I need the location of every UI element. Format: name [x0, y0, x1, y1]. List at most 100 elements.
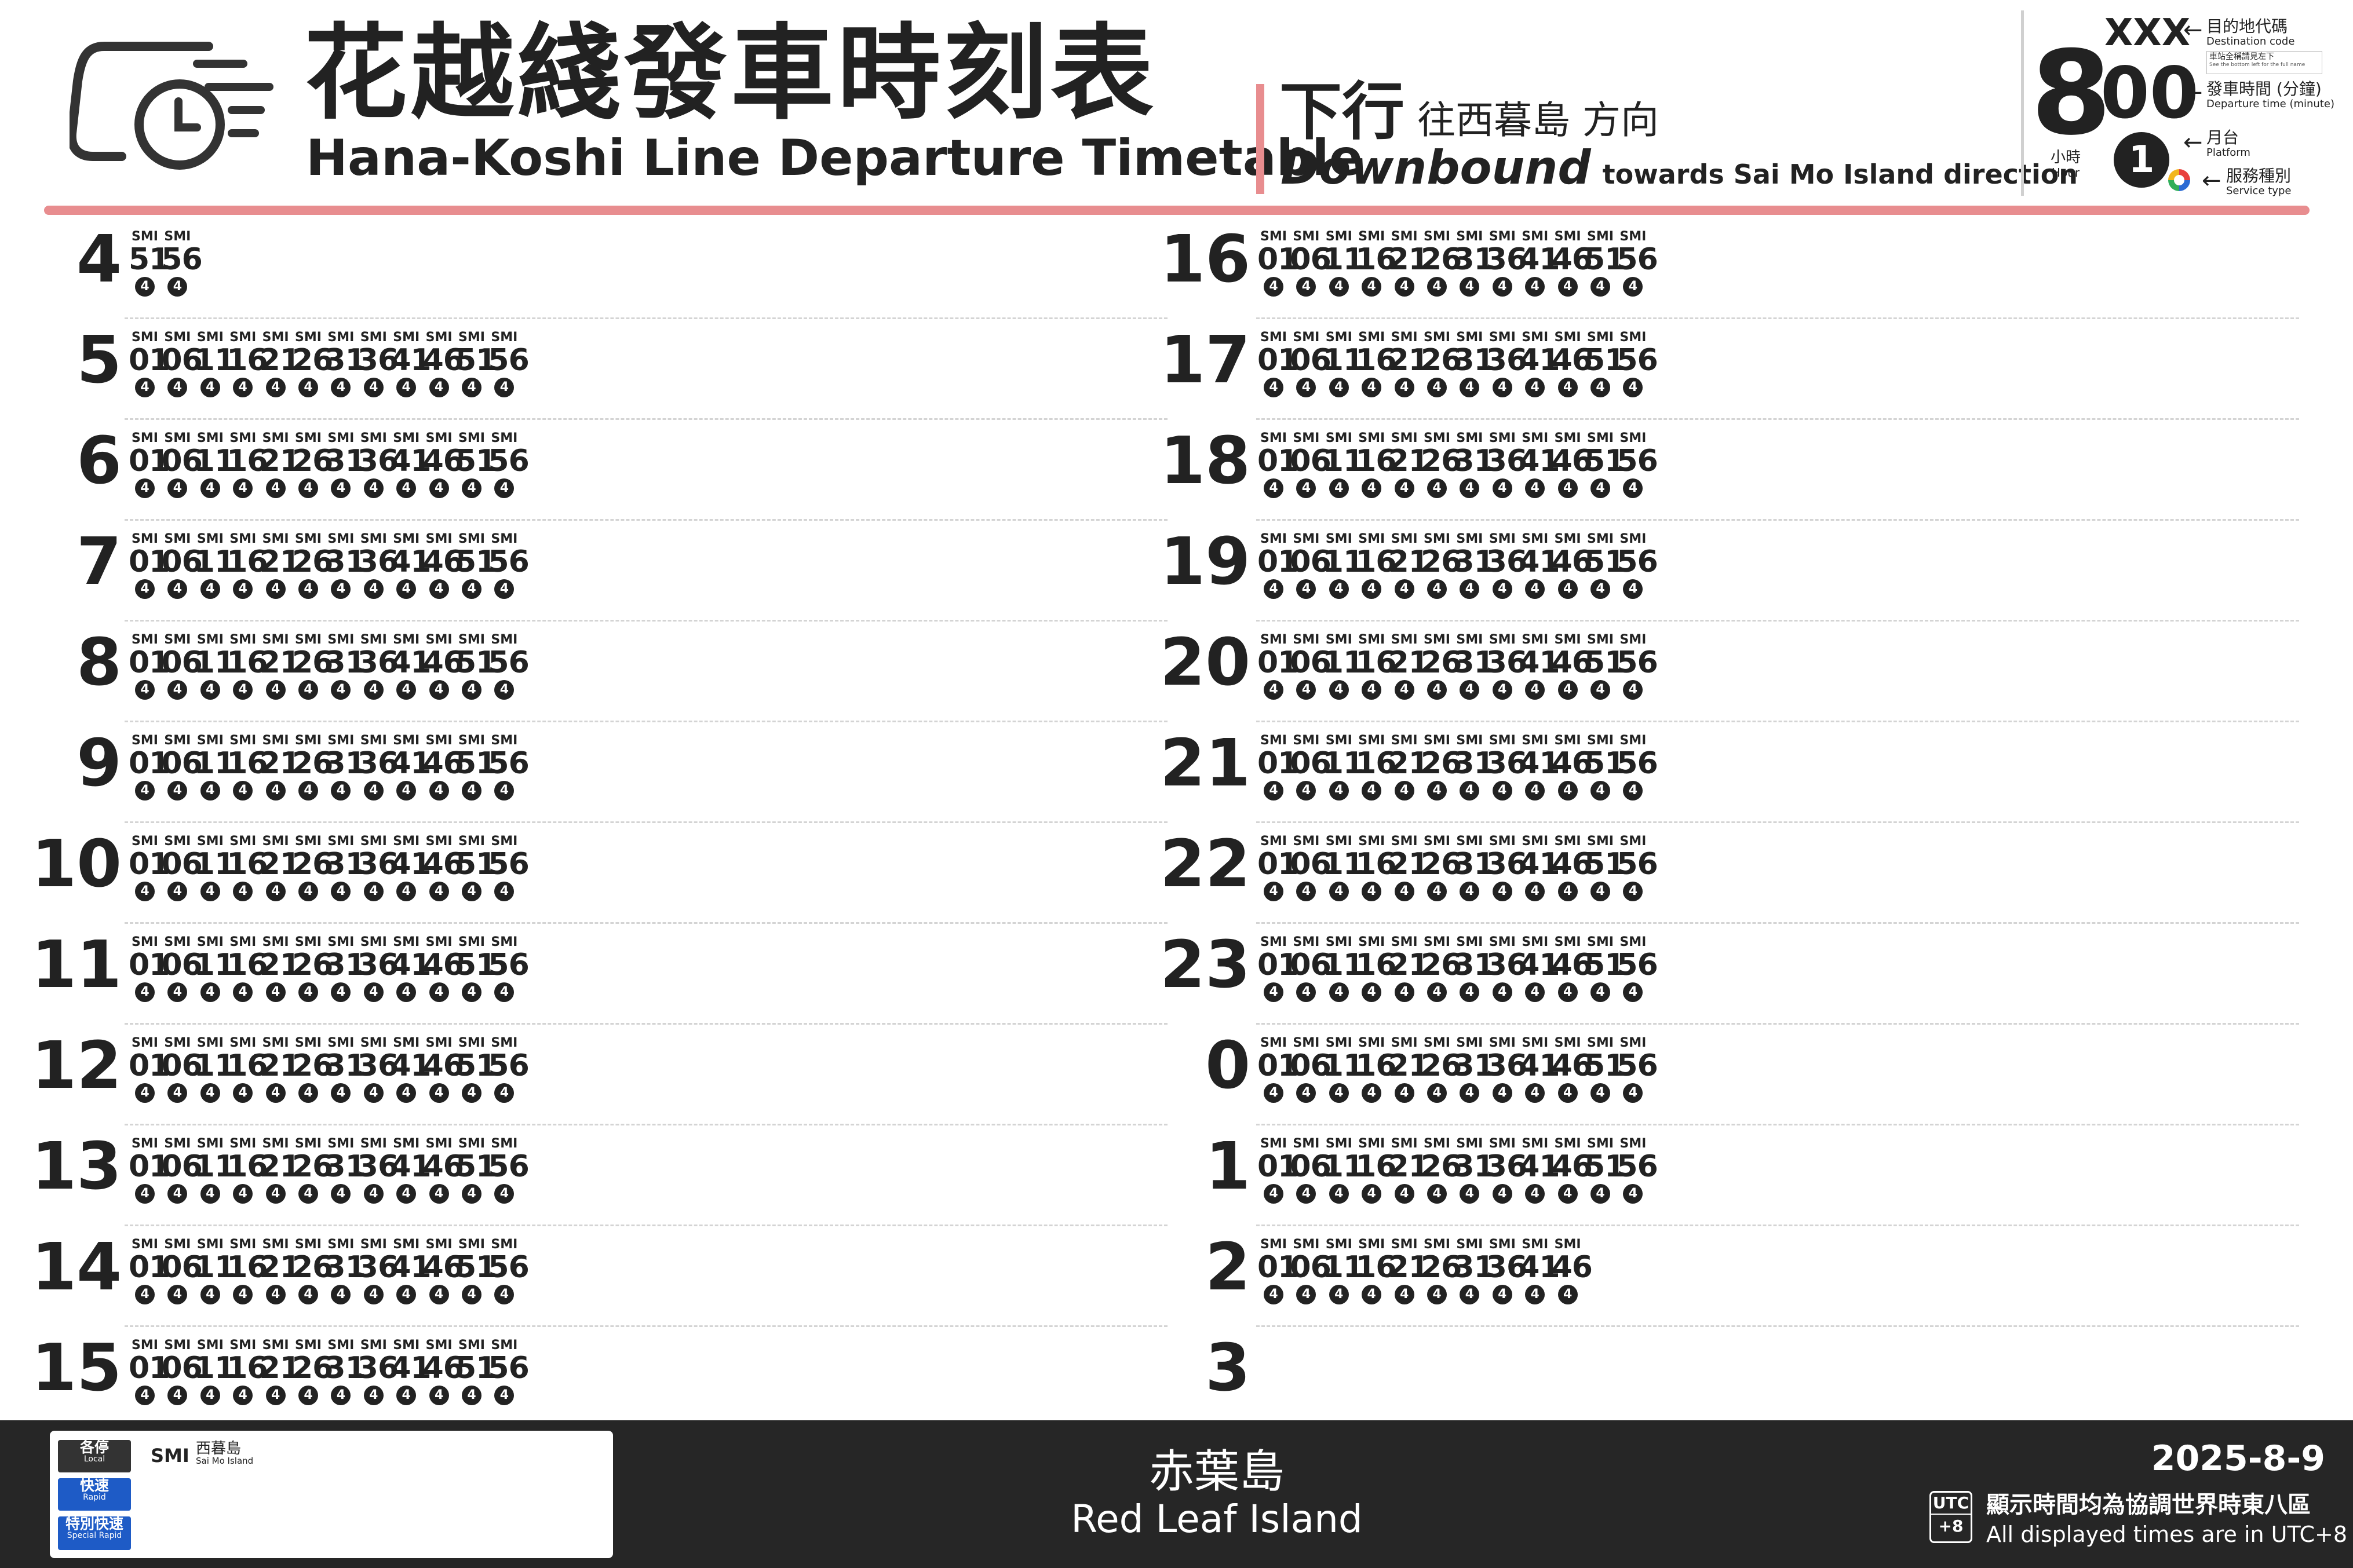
departure-minute: 11: [1323, 748, 1355, 780]
departure: SMI 46 4: [1552, 1235, 1584, 1304]
departure-platform-badge: 4: [1493, 478, 1512, 498]
departure-minute: 06: [1290, 547, 1322, 578]
departure-minute: 11: [1323, 1152, 1355, 1183]
departure: SMI 56 4: [1617, 933, 1649, 1002]
legend-platform-example: 1: [2114, 132, 2169, 188]
departure: SMI 11 4: [1323, 1134, 1355, 1204]
departure-minute: 11: [1323, 849, 1355, 880]
departure-minute: 31: [1453, 244, 1486, 276]
departure: SMI 51 4: [1584, 1033, 1617, 1103]
departure: SMI 46 4: [1552, 933, 1584, 1002]
departure-minute: 21: [1388, 849, 1421, 880]
departure-minute: 41: [1519, 244, 1551, 276]
departure: SMI 21 4: [1388, 1033, 1421, 1103]
departure: SMI 01 4: [1257, 1235, 1290, 1304]
departure: SMI 31 4: [1453, 832, 1486, 901]
direction-destination-en: towards Sai Mo Island direction: [1603, 159, 2078, 190]
departure: SMI 56 4: [1617, 1033, 1649, 1103]
departure: SMI 21 4: [1388, 832, 1421, 901]
legend-hour-example: 8: [2031, 36, 2111, 152]
departure-platform-badge: 4: [1590, 982, 1610, 1002]
departure-platform-badge: 4: [1362, 982, 1381, 1002]
departure: SMI 11 4: [1323, 227, 1355, 297]
departure: SMI 06 4: [1290, 227, 1322, 297]
departure-platform-badge: 4: [1460, 1285, 1479, 1304]
departure: SMI 06 4: [1290, 832, 1322, 901]
departure-platform-badge: 4: [1525, 781, 1545, 801]
departure-minute: 56: [1617, 648, 1649, 679]
departure: SMI 41 4: [1519, 328, 1551, 397]
service-special-rapid-badge: 特別快速 Special Rapid: [58, 1516, 131, 1550]
departure: SMI 21 4: [1388, 227, 1421, 297]
departure: SMI 51 4: [1584, 328, 1617, 397]
departure-minute: 11: [1323, 446, 1355, 477]
departure-platform-badge: 4: [1395, 1184, 1414, 1204]
departure: SMI 16 4: [1355, 429, 1388, 498]
departure-minute: 31: [1453, 849, 1486, 880]
departure-minute: 41: [1519, 1051, 1551, 1082]
header-divider: [44, 206, 2310, 215]
departure-platform-badge: 4: [1264, 277, 1283, 297]
departure: SMI 41 4: [1519, 630, 1551, 700]
departure-minute: 46: [1552, 1051, 1584, 1082]
departure: SMI 31 4: [1453, 1235, 1486, 1304]
legend-hour-label: 小時 Hour: [2045, 149, 2086, 179]
departure: SMI 26 4: [1421, 227, 1453, 297]
departure: SMI 31 4: [1453, 933, 1486, 1002]
departure-minute: 11: [1323, 547, 1355, 578]
departure-platform-badge: 4: [1329, 378, 1349, 397]
departure-minute: 21: [1388, 547, 1421, 578]
departure-minute: 16: [1355, 547, 1388, 578]
departure: SMI 46 4: [1552, 429, 1584, 498]
departure-minute: 51: [1584, 748, 1617, 780]
departure-platform-badge: 4: [1590, 277, 1610, 297]
departure-platform-badge: 4: [1427, 277, 1447, 297]
departure-platform-badge: 4: [1623, 277, 1643, 297]
departure-platform-badge: 4: [1493, 579, 1512, 599]
arrow-left-icon: ←: [2202, 169, 2221, 192]
departure: SMI 01 4: [1257, 832, 1290, 901]
direction-zh: 下行 往西暮島 方向: [1279, 81, 1659, 144]
row-divider: [1256, 317, 2299, 319]
departure-platform-badge: 4: [1264, 579, 1283, 599]
departure: SMI 26 4: [1421, 1134, 1453, 1204]
departure-platform-badge: 4: [1329, 1184, 1349, 1204]
arrow-left-icon: ←: [2183, 19, 2203, 42]
departure-minute: 56: [1617, 748, 1649, 780]
departure: SMI 16 4: [1355, 630, 1388, 700]
departure: SMI 21 4: [1388, 328, 1421, 397]
departure: SMI 26 4: [1421, 328, 1453, 397]
departure-minute: 46: [1552, 244, 1584, 276]
departure-platform-badge: 4: [1296, 982, 1316, 1002]
departure: SMI 21 4: [1388, 630, 1421, 700]
departure-minute: 16: [1355, 849, 1388, 880]
departure: SMI 46 4: [1552, 227, 1584, 297]
service-rapid-en: Rapid: [58, 1493, 131, 1502]
departure: SMI 06 4: [1290, 630, 1322, 700]
departure-minute: 16: [1355, 244, 1388, 276]
departure-minute: 31: [1453, 446, 1486, 477]
departure-platform-badge: 4: [1329, 680, 1349, 700]
hour-row: 17 SMI 01 4 SMI 06 4 SMI 11 4 SMI 16 4 SMI 21 4 SMI 26 4 SM…: [0, 328, 2353, 429]
hour-row: 23 SMI 01 4 SMI 06 4 SMI 11 4 SMI 16 4 SMI 21 4 SMI 26 4 SM…: [0, 933, 2353, 1033]
departure-minute: 26: [1421, 446, 1453, 477]
departure-platform-badge: 4: [1558, 1083, 1578, 1103]
departure-platform-badge: 4: [1296, 277, 1316, 297]
departure-platform-badge: 4: [1590, 781, 1610, 801]
departure-platform-badge: 4: [1395, 1083, 1414, 1103]
departure-minute: 36: [1486, 547, 1519, 578]
departure-platform-badge: 4: [1590, 1083, 1610, 1103]
departure: SMI 26 4: [1421, 1033, 1453, 1103]
departure: SMI 26 4: [1421, 731, 1453, 801]
departure: SMI 31 4: [1453, 328, 1486, 397]
departure-platform-badge: 4: [1493, 781, 1512, 801]
departure: SMI 06 4: [1290, 1134, 1322, 1204]
departure: SMI 46 4: [1552, 832, 1584, 901]
departure: SMI 26 4: [1421, 1235, 1453, 1304]
departure-minute: 31: [1453, 1252, 1486, 1284]
departure: SMI 06 4: [1290, 429, 1322, 498]
header: 花越綫發車時刻表 Hana-Koshi Line Departure Timet…: [0, 0, 2353, 214]
departure-platform-badge: 4: [1362, 781, 1381, 801]
departure: SMI 46 4: [1552, 529, 1584, 599]
departure-platform-badge: 4: [1427, 579, 1447, 599]
